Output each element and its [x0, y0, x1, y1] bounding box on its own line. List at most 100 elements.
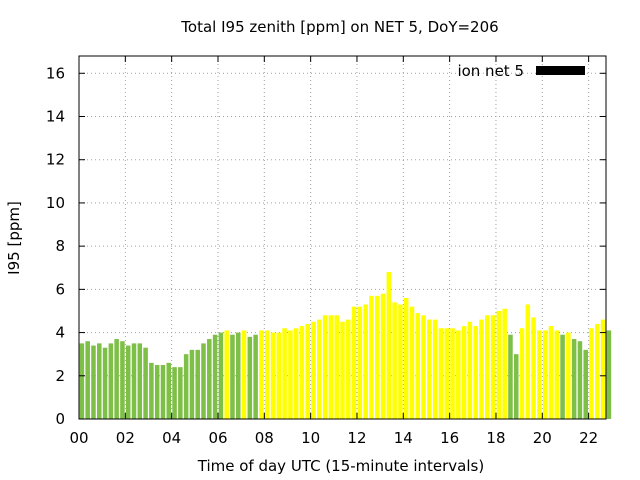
bar: [571, 339, 577, 419]
bar: [409, 306, 415, 419]
bar: [125, 345, 131, 419]
bar: [589, 328, 594, 419]
bar: [201, 343, 206, 420]
bar: [600, 319, 606, 419]
bar: [259, 330, 264, 419]
bar: [560, 334, 565, 419]
legend-swatch: [536, 66, 585, 75]
chart-title: Total I95 zenith [ppm] on NET 5, DoY=206: [180, 18, 498, 36]
legend-label: ion net 5: [457, 62, 524, 80]
y-tick-label: 8: [55, 237, 65, 255]
bar: [97, 343, 102, 420]
x-tick-label: 12: [347, 429, 366, 447]
bar: [432, 319, 438, 419]
bar: [282, 328, 287, 419]
bar: [461, 326, 467, 419]
bar: [85, 341, 90, 419]
legend: ion net 5: [457, 62, 585, 80]
bar: [386, 272, 392, 419]
bar: [351, 306, 357, 419]
bar: [334, 315, 339, 419]
bar: [131, 343, 137, 420]
bar: [108, 343, 114, 420]
y-axis-label: I95 [ppm]: [5, 201, 23, 275]
bar: [172, 367, 177, 419]
bar: [415, 313, 421, 420]
bar: [317, 319, 322, 419]
bar: [264, 330, 270, 419]
bar: [479, 319, 484, 419]
bar: [467, 321, 473, 419]
bar: [583, 349, 588, 419]
bar: [154, 364, 160, 419]
bar: [398, 304, 403, 419]
bar: [91, 345, 96, 419]
bar: [189, 349, 195, 419]
bar: [328, 315, 334, 419]
x-tick-label: 18: [486, 429, 505, 447]
bar: [253, 334, 258, 419]
bar: [299, 326, 305, 419]
bar: [531, 317, 536, 419]
bar: [166, 362, 172, 419]
bar: [183, 354, 189, 419]
bar: [427, 319, 432, 419]
bar: [241, 330, 247, 419]
x-tick-label: 10: [301, 429, 320, 447]
bar: [456, 330, 461, 419]
y-tick-label: 12: [46, 151, 65, 169]
bar: [340, 321, 345, 419]
bar: [143, 347, 148, 419]
bar: [525, 304, 531, 419]
x-tick-label: 16: [440, 429, 459, 447]
y-tick-label: 0: [55, 410, 65, 428]
bar: [288, 330, 293, 419]
y-tick-label: 16: [46, 64, 65, 82]
bar: [508, 334, 513, 419]
x-tick-label: 02: [116, 429, 135, 447]
bar: [178, 367, 183, 419]
bar: [490, 315, 496, 419]
bar: [363, 304, 368, 419]
bar: [374, 295, 380, 419]
x-tick-label: 04: [162, 429, 181, 447]
bar: [212, 334, 218, 419]
bar: [450, 328, 455, 419]
bar: [577, 341, 583, 419]
y-tick-label: 4: [55, 324, 65, 342]
bar: [485, 315, 490, 419]
bar: [247, 336, 253, 419]
bar: [207, 339, 212, 419]
bar: [120, 341, 125, 419]
y-tick-label: 2: [55, 367, 65, 385]
bar: [444, 328, 449, 419]
y-tick-label: 6: [55, 280, 65, 298]
bar: [160, 364, 166, 419]
bar: [230, 334, 235, 419]
bar: [195, 349, 200, 419]
bar: [606, 330, 612, 419]
bar: [236, 332, 241, 419]
bar: [421, 315, 426, 419]
bar: [595, 323, 600, 419]
x-tick-label: 00: [69, 429, 88, 447]
bar: [392, 302, 397, 419]
bar: [149, 362, 154, 419]
bar: [311, 321, 316, 419]
bar: [496, 310, 502, 419]
bar: [270, 332, 276, 419]
bar: [224, 330, 229, 419]
bar: [380, 293, 386, 419]
bar: [218, 332, 224, 419]
bar: [79, 343, 85, 420]
bar: [542, 330, 548, 419]
x-tick-label: 06: [208, 429, 227, 447]
y-tick-label: 14: [46, 108, 65, 126]
bar: [102, 347, 108, 419]
bar: [473, 326, 478, 419]
bar: [114, 339, 119, 419]
bar: [293, 328, 299, 419]
grid-lines: [79, 56, 606, 419]
